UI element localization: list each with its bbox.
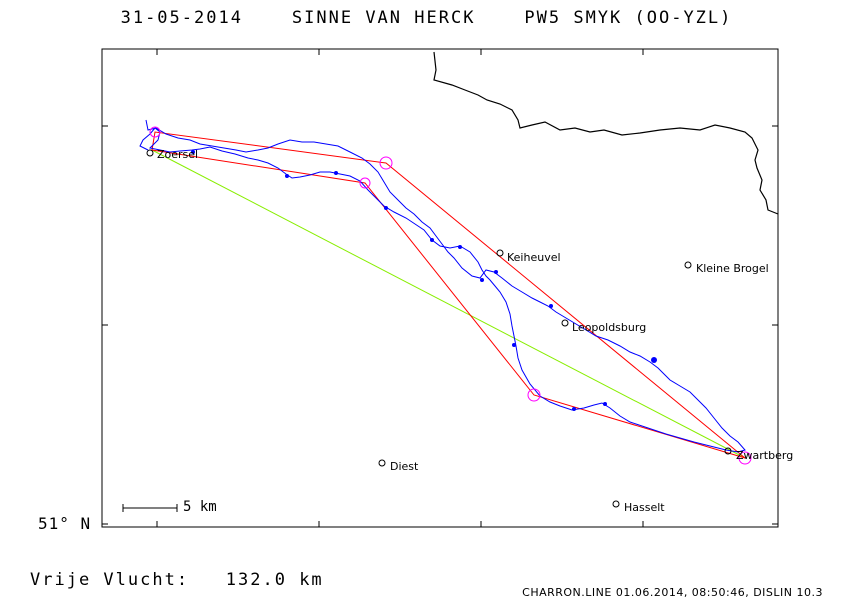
turnpoints: [149, 126, 752, 465]
scale-bar: [122, 504, 178, 512]
thermal-markers: [191, 150, 657, 411]
town-label-zoersel: Zoersel: [157, 148, 198, 161]
scale-label: 5 km: [183, 499, 217, 515]
distance-value: 132.0 km: [225, 570, 324, 590]
aircraft-id: PW5 SMYK (OO-YZL): [524, 8, 733, 28]
page-title: 31-05-2014 SINNE VAN HERCK PW5 SMYK (OO-…: [0, 8, 853, 28]
axis-ticks: [102, 49, 778, 527]
flight-date: 31-05-2014: [120, 8, 243, 28]
turnpoint-start: [149, 126, 161, 138]
turnpoint-3: [527, 388, 541, 402]
turnpoint-1: [379, 156, 393, 170]
town-label-kleine-brogel: Kleine Brogel: [696, 262, 769, 275]
turnpoint-2: [359, 177, 371, 189]
distance-summary: Vrije Vlucht: 132.0 km: [30, 570, 324, 590]
latitude-label: 51° N: [38, 514, 92, 533]
closing-leg: [151, 149, 746, 459]
town-label-zwartberg: Zwartberg: [736, 449, 793, 462]
task-line: [151, 131, 746, 459]
national-border: [433, 51, 779, 215]
footer-info: CHARRON.LINE 01.06.2014, 08:50:46, DISLI…: [522, 586, 823, 599]
town-label-leopoldsburg: Leopoldsburg: [572, 321, 646, 334]
turnpoint-4: [738, 451, 752, 465]
town-label-hasselt: Hasselt: [624, 501, 665, 514]
flight-track: [139, 119, 746, 453]
distance-label: Vrije Vlucht:: [30, 570, 190, 590]
town-label-keiheuvel: Keiheuvel: [507, 251, 561, 264]
map-frame: [101, 48, 779, 528]
pilot-name: SINNE VAN HERCK: [291, 8, 476, 28]
town-markers: [146, 149, 732, 508]
town-label-diest: Diest: [390, 460, 419, 473]
